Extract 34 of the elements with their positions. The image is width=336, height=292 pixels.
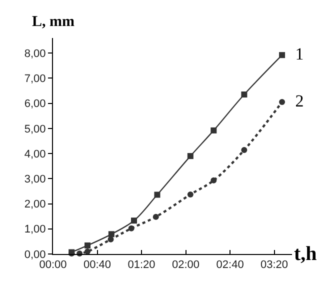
y-tick-label: 6,00 (24, 98, 46, 110)
point (210, 127, 217, 134)
point (279, 52, 286, 58)
x-tick-label: 02:40 (216, 259, 244, 272)
x-tick-label: 03:20 (260, 259, 288, 272)
point (241, 147, 248, 154)
point (84, 248, 91, 254)
point (108, 231, 114, 238)
point (279, 99, 286, 106)
point (152, 214, 159, 220)
point (128, 225, 134, 232)
y-tick-label: 0,00 (24, 248, 46, 261)
x-tick-label: 00:40 (84, 259, 112, 272)
y-tick-label: 3,00 (24, 174, 46, 186)
x-tick-label: 01:20 (128, 259, 156, 272)
x-tick-label: 02:00 (172, 259, 200, 272)
y-axis-title: L, mm (32, 14, 75, 30)
series-label: 1 (286, 44, 304, 64)
point (187, 153, 194, 160)
y-tick-label: 8,00 (24, 48, 46, 60)
y-tick-label: 7,00 (24, 73, 46, 86)
y-tick-label: 2,00 (24, 198, 46, 211)
point (154, 192, 160, 198)
y-tick-label: 4,00 (24, 148, 46, 160)
point (84, 242, 91, 248)
series-label: 2 (286, 91, 304, 110)
y-tick-label: 5,00 (24, 123, 46, 136)
x-axis-title: t,h (294, 243, 317, 265)
point (187, 191, 194, 198)
x-tick-label: 00:00 (39, 259, 67, 272)
y-tick-label: 1,00 (24, 224, 46, 236)
point (130, 218, 137, 224)
point (241, 92, 248, 98)
point (210, 177, 217, 184)
